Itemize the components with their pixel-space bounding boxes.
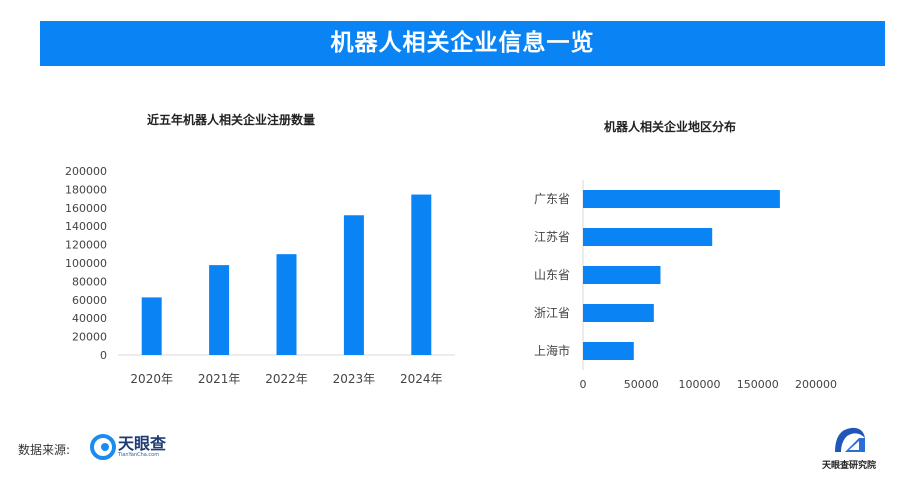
- institute-logo-icon: [835, 427, 865, 452]
- bar-2023年: [343, 215, 364, 355]
- source-label: 数据来源:: [18, 443, 71, 457]
- bar-2021年: [209, 265, 230, 355]
- y-category-label: 山东省: [534, 268, 570, 282]
- y-category-label: 江苏省: [534, 230, 570, 244]
- hbar-江苏省: [583, 228, 713, 246]
- y-tick-label: 140000: [65, 220, 107, 233]
- institute-name: 天眼查研究院: [822, 461, 877, 471]
- hbar-广东省: [583, 190, 780, 208]
- y-tick-label: 40000: [72, 312, 107, 325]
- bar-chart-title: 近五年机器人相关企业注册数量: [147, 113, 316, 127]
- y-tick-label: 0: [100, 349, 107, 362]
- bar-2022年: [276, 254, 297, 355]
- page-title: 机器人相关企业信息一览: [40, 21, 885, 66]
- y-tick-label: 20000: [72, 331, 107, 344]
- y-category-label: 浙江省: [534, 306, 570, 320]
- tianyancha-logo: 天眼查 TianYanCha.com: [90, 434, 166, 460]
- x-tick-label: 2021年: [198, 372, 241, 386]
- hbar-chart-title: 机器人相关企业地区分布: [604, 120, 737, 134]
- y-tick-label: 120000: [65, 239, 107, 252]
- institute-logo: 天眼查研究院: [822, 424, 876, 471]
- y-tick-label: 60000: [72, 294, 107, 307]
- x-tick-label: 0: [580, 378, 587, 391]
- hbar-上海市: [583, 342, 634, 360]
- y-tick-label: 100000: [65, 257, 107, 270]
- bar-2024年: [411, 194, 432, 355]
- logo-text: 天眼查: [118, 434, 167, 453]
- y-tick-label: 200000: [65, 165, 107, 178]
- y-category-label: 广东省: [534, 192, 570, 206]
- x-tick-label: 50000: [624, 378, 659, 391]
- x-tick-label: 2024年: [400, 372, 443, 386]
- x-tick-label: 150000: [737, 378, 779, 391]
- x-tick-label: 2022年: [265, 372, 308, 386]
- hbar-山东省: [583, 266, 661, 284]
- hbar-浙江省: [583, 304, 654, 322]
- y-category-label: 上海市: [534, 343, 570, 358]
- tianyancha-logo-icon: [90, 434, 116, 460]
- x-tick-label: 100000: [679, 378, 721, 391]
- x-tick-label: 200000: [795, 378, 837, 391]
- x-tick-label: 2023年: [333, 372, 376, 386]
- y-tick-label: 180000: [65, 183, 107, 196]
- logo-subtext: TianYanCha.com: [118, 452, 160, 458]
- y-tick-label: 160000: [65, 202, 107, 215]
- bar-2020年: [141, 297, 162, 355]
- y-tick-label: 80000: [72, 275, 107, 288]
- x-tick-label: 2020年: [130, 372, 173, 386]
